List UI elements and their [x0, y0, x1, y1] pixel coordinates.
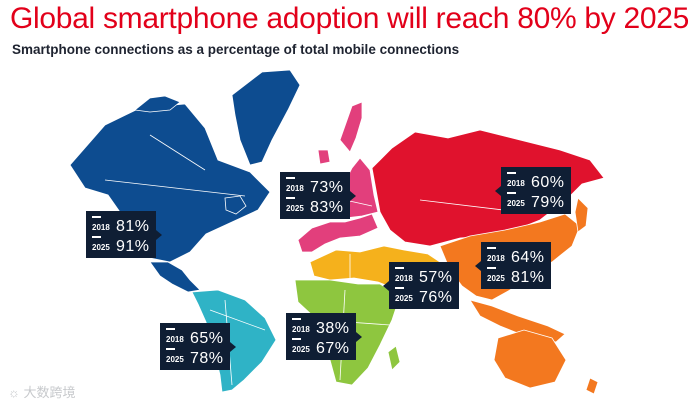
value-2025: 81%: [511, 269, 545, 286]
value-2025: 79%: [531, 194, 565, 211]
page-subtitle: Smartphone connections as a percentage o…: [12, 42, 460, 57]
year-2018-label: 2018: [507, 172, 531, 191]
year-2018-label: 2018: [166, 328, 190, 347]
watermark-logo-icon: ☼: [8, 385, 24, 400]
year-2025-label: 2025: [92, 236, 116, 255]
year-2025-label: 2025: [487, 267, 511, 286]
value-2018: 38%: [316, 320, 350, 337]
value-2025: 78%: [190, 350, 224, 367]
callout-north-america: 2018 81% 2025 91%: [86, 211, 162, 258]
callout-asia-pacific: 2018 64% 2025 81%: [475, 242, 551, 289]
value-2018: 64%: [511, 249, 545, 266]
year-2018-label: 2018: [487, 247, 511, 266]
year-2018-label: 2018: [92, 216, 116, 235]
watermark: ☼ 大数跨境: [8, 382, 76, 401]
year-2025-label: 2025: [286, 197, 310, 216]
value-2018: 57%: [419, 269, 453, 286]
value-2018: 81%: [116, 218, 150, 235]
watermark-text: 大数跨境: [23, 385, 76, 400]
value-2018: 65%: [190, 330, 224, 347]
value-2025: 67%: [316, 340, 350, 357]
page-title: Global smartphone adoption will reach 80…: [10, 2, 690, 35]
value-2018: 60%: [531, 174, 565, 191]
year-2025-label: 2025: [166, 348, 190, 367]
year-2018-label: 2018: [292, 318, 316, 337]
value-2025: 76%: [419, 289, 453, 306]
year-2025-label: 2025: [292, 338, 316, 357]
value-2025: 91%: [116, 238, 150, 255]
year-2025-label: 2025: [395, 287, 419, 306]
year-2018-label: 2018: [286, 177, 310, 196]
callout-europe: 2018 73% 2025 83%: [280, 172, 356, 219]
year-2025-label: 2025: [507, 192, 531, 211]
region-north-america: [69, 69, 301, 293]
callout-sub-saharan-africa: 2018 38% 2025 67%: [286, 313, 362, 360]
callout-mena: 2018 57% 2025 76%: [383, 262, 459, 309]
value-2018: 73%: [310, 179, 344, 196]
callout-latin-america: 2018 65% 2025 78%: [160, 323, 236, 370]
value-2025: 83%: [310, 199, 344, 216]
callout-cis: 2018 60% 2025 79%: [495, 167, 571, 214]
year-2018-label: 2018: [395, 267, 419, 286]
